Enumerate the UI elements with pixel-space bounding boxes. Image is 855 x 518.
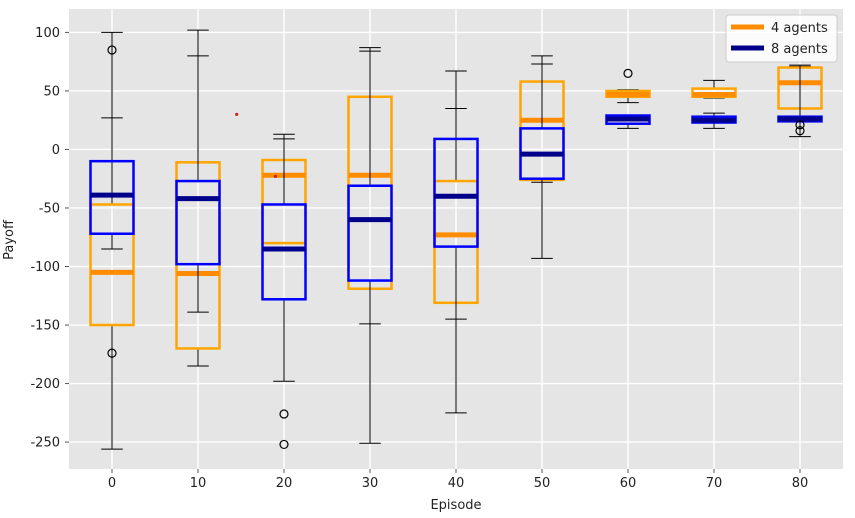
box-4-agents-episode-70: [691, 79, 737, 99]
legend-label-8-agents: 8 agents: [771, 42, 828, 57]
box-8-agents-episode-0: [89, 45, 135, 358]
box-8-agents-episode-10: [175, 55, 221, 313]
outlier-point: [279, 439, 289, 450]
stray-point: [235, 112, 239, 116]
outlier-point: [107, 45, 117, 55]
legend-label-4-agents: 4 agents: [771, 21, 828, 36]
y-tick-label: -200: [30, 377, 60, 392]
box-8-agents-episode-70: [691, 112, 737, 129]
box-8-agents-episode-80: [777, 64, 823, 138]
x-tick-label: 40: [448, 476, 465, 491]
box-iqr: [261, 203, 307, 301]
x-tick-label: 70: [706, 476, 723, 491]
x-tick-label: 0: [108, 476, 116, 491]
box-4-agents-episode-60: [605, 68, 651, 104]
box-plots: [89, 29, 823, 450]
y-tick-label: -250: [30, 436, 60, 451]
box-8-agents-episode-20: [261, 133, 307, 382]
y-tick-label: 0: [52, 143, 60, 158]
stray-point: [273, 174, 277, 178]
y-tick-label: -100: [30, 260, 60, 275]
box-8-agents-episode-60: [605, 114, 651, 129]
x-tick-label: 80: [792, 476, 809, 491]
box-8-agents-episode-50: [519, 63, 565, 183]
y-tick-label: -50: [39, 201, 60, 216]
legend: 4 agents 8 agents: [725, 14, 838, 63]
outlier-point: [795, 126, 805, 136]
box-8-agents-episode-40: [433, 70, 479, 320]
x-tick-label: 50: [534, 476, 551, 491]
x-axis-title: Episode: [430, 498, 481, 513]
y-tick-label: -150: [30, 319, 60, 334]
outlier-point: [279, 409, 289, 419]
x-tick-label: 30: [362, 476, 379, 491]
series-8-agents: [89, 45, 823, 382]
box-iqr: [347, 184, 393, 282]
x-tick-label: 60: [620, 476, 637, 491]
outlier-point: [795, 120, 805, 130]
x-tick-label: 10: [190, 476, 207, 491]
y-tick-label: 100: [35, 26, 60, 41]
box-8-agents-episode-30: [347, 50, 393, 325]
box-iqr: [175, 179, 221, 266]
x-tick-label: 20: [276, 476, 293, 491]
axis-ticks: 0 10 20 30 40 50 60 70 80 -250 -200 -150 -100 -50 0 50 1…: [30, 26, 808, 491]
outlier-point: [623, 68, 633, 78]
box-iqr: [89, 203, 135, 327]
y-axis-title: Payoff: [2, 219, 17, 260]
outlier-point: [107, 348, 117, 358]
y-tick-label: 50: [43, 84, 60, 99]
box-iqr: [433, 137, 479, 248]
